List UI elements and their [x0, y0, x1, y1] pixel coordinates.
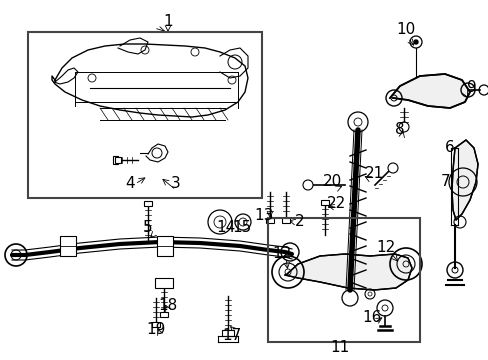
Text: 15: 15	[232, 220, 251, 235]
Text: 10: 10	[396, 22, 415, 37]
Text: 5: 5	[143, 220, 153, 235]
Bar	[155, 278, 173, 288]
Bar	[267, 218, 419, 342]
Bar	[152, 322, 160, 327]
Circle shape	[413, 40, 417, 44]
Text: 18: 18	[158, 298, 177, 314]
Bar	[160, 312, 168, 317]
Text: 22: 22	[325, 197, 345, 211]
Polygon shape	[389, 74, 469, 108]
Text: 20: 20	[322, 175, 341, 189]
Text: 7: 7	[440, 175, 450, 189]
Text: 1: 1	[163, 14, 172, 30]
Text: 16: 16	[362, 310, 381, 325]
Bar	[113, 156, 118, 164]
Text: 13: 13	[254, 208, 273, 224]
Circle shape	[387, 163, 397, 173]
Polygon shape	[451, 140, 477, 220]
Text: 3: 3	[171, 176, 181, 192]
Bar	[265, 218, 273, 223]
Text: 14: 14	[216, 220, 235, 235]
Bar	[60, 236, 76, 256]
Circle shape	[398, 122, 408, 132]
Text: 9: 9	[466, 81, 476, 95]
Bar	[157, 236, 173, 256]
Text: 19: 19	[146, 323, 165, 338]
Bar	[320, 200, 328, 205]
Text: 2: 2	[295, 215, 304, 230]
Text: 12: 12	[376, 240, 395, 256]
Text: 21: 21	[364, 166, 383, 181]
Text: 8: 8	[394, 122, 404, 138]
Bar	[115, 157, 121, 163]
Bar	[282, 218, 289, 223]
Text: 4: 4	[125, 176, 135, 192]
Polygon shape	[285, 254, 411, 290]
Circle shape	[303, 180, 312, 190]
Bar	[224, 330, 231, 335]
Text: 11: 11	[330, 341, 349, 356]
Bar	[28, 32, 262, 198]
Bar	[143, 201, 152, 206]
Text: 6: 6	[444, 140, 454, 156]
Text: 12: 12	[272, 247, 291, 261]
Text: 17: 17	[222, 328, 241, 343]
Bar	[222, 330, 234, 336]
